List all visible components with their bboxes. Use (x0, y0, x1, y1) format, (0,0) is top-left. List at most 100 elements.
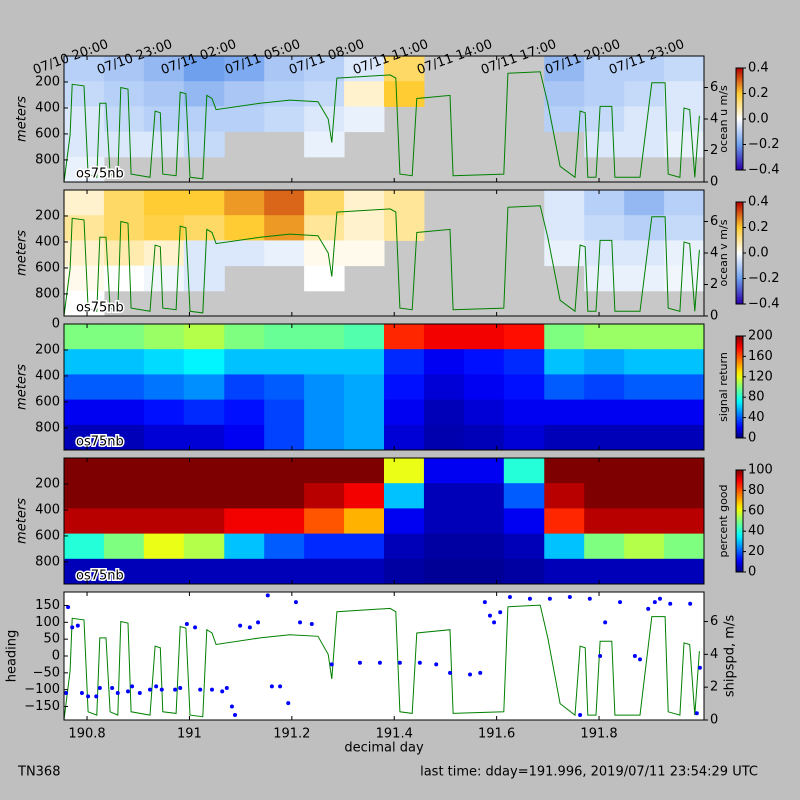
y2-tick-label: 6 (710, 614, 718, 629)
y-tick-label: 200 (35, 208, 60, 223)
heading-point (329, 662, 334, 667)
heatmap-cell (224, 56, 265, 82)
heatmap-cell (463, 374, 505, 401)
heatmap-cell (384, 374, 425, 401)
heatmap-cell (423, 374, 465, 401)
heatmap-cell (664, 349, 705, 375)
heatmap-cell (664, 399, 705, 426)
heatmap-cell (664, 215, 705, 241)
y-tick-label: 400 (35, 502, 60, 517)
heading-point (492, 620, 497, 625)
colorbar-tick-label: 20 (748, 544, 765, 559)
heatmap-cell (384, 324, 425, 350)
heading-point (448, 670, 453, 675)
heatmap-cell (304, 215, 345, 241)
heatmap-cell (384, 190, 425, 216)
heading-point (110, 686, 115, 690)
y2-tick-label: 6 (710, 80, 718, 95)
heatmap-cell (624, 458, 665, 484)
heatmap-cell (264, 349, 305, 375)
heatmap-cell (304, 349, 345, 375)
heatmap-cell (584, 533, 625, 560)
heading-point (178, 686, 183, 690)
heading-point (397, 660, 402, 665)
heading-point (269, 684, 274, 689)
x-tick-label: 191.4 (376, 727, 413, 742)
heading-point (652, 600, 657, 605)
heading-point (587, 596, 592, 601)
heatmap-cell (143, 558, 185, 585)
heatmap-cell (224, 508, 265, 535)
heatmap-cell (224, 324, 265, 350)
footer-right: last time: dday=191.996, 2019/07/11 23:5… (420, 765, 758, 780)
y-tick-label: 800 (35, 152, 60, 167)
heatmap-cell (183, 399, 225, 426)
heatmap-cell (664, 458, 705, 484)
heading-point (233, 712, 238, 717)
heatmap-cell (103, 558, 145, 585)
heatmap-cell (384, 215, 425, 241)
heatmap-cell (264, 81, 305, 107)
heatmap-cell (344, 324, 385, 350)
y2-tick-label: 4 (710, 647, 718, 662)
heading-point (482, 600, 487, 605)
heading-point (148, 687, 153, 692)
heatmap-cell (503, 558, 545, 585)
heading-point (94, 694, 99, 699)
heatmap-cell (183, 81, 225, 107)
heading-point (507, 595, 512, 600)
heading-point (598, 654, 603, 658)
heatmap-cell (103, 374, 145, 401)
colorbar-tick-label: 40 (748, 524, 765, 539)
heatmap-cell (304, 240, 345, 267)
heatmap-cell (183, 424, 225, 451)
heatmap-cell (183, 558, 225, 585)
colorbar (735, 201, 744, 305)
colorbar-tick-label: 80 (748, 483, 765, 498)
heatmap-cell (584, 265, 625, 292)
heatmap-cell (183, 374, 225, 401)
heading-point (603, 620, 608, 625)
annotation: os75nb (76, 435, 124, 450)
colorbar-label: ocean v m/s (717, 219, 730, 286)
heatmap-cell (64, 458, 105, 484)
heatmap-cell (264, 483, 305, 509)
y-tick-label: 150 (35, 598, 60, 613)
heatmap-cell (584, 374, 625, 401)
heatmap-cell (664, 424, 705, 451)
heatmap-cell (64, 349, 105, 375)
y-tick-label: 600 (35, 126, 60, 141)
heatmap-cell (584, 106, 625, 133)
heatmap-cell (224, 349, 265, 375)
heatmap-cell (304, 374, 345, 401)
y2-tick-label: 0 (710, 713, 718, 728)
y-tick-label: −100 (24, 682, 60, 697)
x-tick-label: 191.2 (273, 727, 310, 742)
heatmap-cell (664, 190, 705, 216)
heading-point (498, 610, 503, 615)
heatmap-cell (304, 558, 345, 585)
heatmap-cell (103, 56, 145, 82)
heatmap-cell (264, 324, 305, 350)
heading-point (547, 596, 552, 601)
heatmap-cell (624, 81, 665, 107)
heatmap-cell (624, 374, 665, 401)
heatmap-cell (584, 240, 625, 267)
heatmap-cell (264, 106, 305, 133)
heatmap-cell (664, 265, 705, 292)
y-tick-label: 400 (35, 100, 60, 115)
heatmap-cell (463, 508, 505, 535)
heatmap-cell (143, 424, 185, 451)
heatmap-cell (423, 399, 465, 426)
heatmap-cell (143, 533, 185, 560)
heatmap-cell (503, 424, 545, 451)
heatmap-cell (544, 374, 585, 401)
heatmap-cell (64, 558, 105, 585)
colorbar-tick-label: 160 (748, 349, 773, 364)
heading-point (668, 601, 673, 606)
heatmap-cell (64, 374, 105, 401)
heading-point (487, 613, 492, 618)
shipspd-line (63, 205, 700, 317)
heatmap-cell (103, 81, 145, 107)
heatmap-cell (143, 508, 185, 535)
